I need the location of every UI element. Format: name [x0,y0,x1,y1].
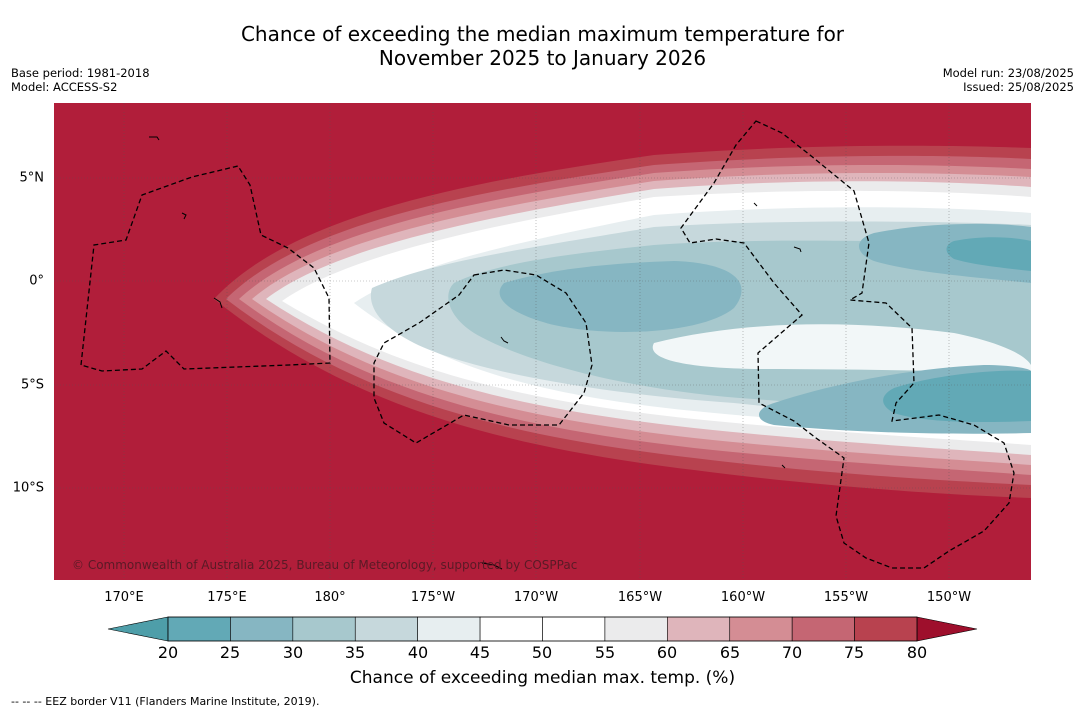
lon-label-180: 180° [314,590,346,605]
lat-label-10s: 10°S [12,480,44,496]
colorbar-label: Chance of exceeding median max. temp. (%… [349,668,736,688]
probability-map [54,103,1031,580]
band-20-southeast [883,370,1031,423]
colorbar-tick-60: 60 [656,643,678,662]
colorbar-cell [542,616,606,642]
island [781,464,786,469]
model-run: Model run: 23/08/2025 [942,66,1074,80]
colorbar-tick-80: 80 [906,643,928,662]
title-line-1: Chance of exceeding the median maximum t… [240,22,845,46]
colorbar-cell [354,616,418,642]
island [149,136,160,141]
colorbar-tick-30: 30 [282,643,304,662]
island [793,246,802,253]
lat-label-5n: 5°N [19,170,45,186]
lon-label-165w: 165°W [617,590,663,605]
eez-border-tokelau [373,269,593,444]
colorbar-tick-55: 55 [594,643,616,662]
colorbar-tick-25: 25 [219,643,241,662]
island [481,562,503,570]
colorbar-cell [791,616,855,642]
lon-label-155w: 155°W [823,590,869,605]
band-45-interior [652,324,1031,373]
lon-label-175w: 175°W [410,590,456,605]
run-info: Model run: 23/08/2025 Issued: 25/08/2025 [943,66,1074,94]
eez-border-line-islands [680,120,1015,569]
colorbar-cells [167,616,918,642]
lon-label-150w: 150°W [926,590,972,605]
eez-borders [80,120,1015,569]
colorbar-tick-45: 45 [469,643,491,662]
band-20-east [946,237,1031,271]
graticule [54,103,1031,580]
colorbar-cell [854,616,918,642]
colorbar-cell [479,616,543,642]
island [181,212,187,220]
island [500,336,509,344]
island [213,297,223,309]
colorbar-tick-50: 50 [531,643,553,662]
model-name: Model: ACCESS-S2 [11,80,118,94]
colorbar-tick-35: 35 [344,643,366,662]
colorbar-tick-65: 65 [719,643,741,662]
colorbar-tick-70: 70 [781,643,803,662]
colorbar-cell [417,616,481,642]
island [753,202,758,207]
colorbar-tick-40: 40 [407,643,429,662]
lat-label-5s: 5°S [20,377,44,393]
issued-date: Issued: 25/08/2025 [963,80,1074,94]
colorbar-cell [292,616,356,642]
colorbar-cell [667,616,731,642]
copyright-notice: © Commonwealth of Australia 2025, Bureau… [72,558,578,572]
colorbar-cell [604,616,668,642]
lon-label-160w: 160°W [720,590,766,605]
eez-footnote: -- -- -- EEZ border V11 (Flanders Marine… [11,695,320,708]
model-info: Base period: 1981-2018 Model: ACCESS-S2 [11,66,150,94]
map-title: Chance of exceeding the median maximum t… [0,22,1085,70]
band-25 [499,261,742,332]
colorbar-cell [230,616,294,642]
lon-label-170e: 170°E [104,590,144,605]
colorbar-tick-20: 20 [157,643,179,662]
colorbar-over-arrow [916,616,978,642]
colorbar-under-arrow [107,616,169,642]
eez-border-tuvalu [80,165,331,372]
base-period: Base period: 1981-2018 [11,66,150,80]
colorbar-frame [167,616,918,642]
islands [149,136,802,570]
colorbar-tick-75: 75 [843,643,865,662]
colorbar-cell [729,616,793,642]
colorbar-cell [167,616,231,642]
lon-label-170w: 170°W [513,590,559,605]
title-line-2: November 2025 to January 2026 [378,46,707,70]
colorbar [107,616,978,642]
lat-label-0: 0° [29,273,44,289]
lon-label-175e: 175°E [207,590,247,605]
